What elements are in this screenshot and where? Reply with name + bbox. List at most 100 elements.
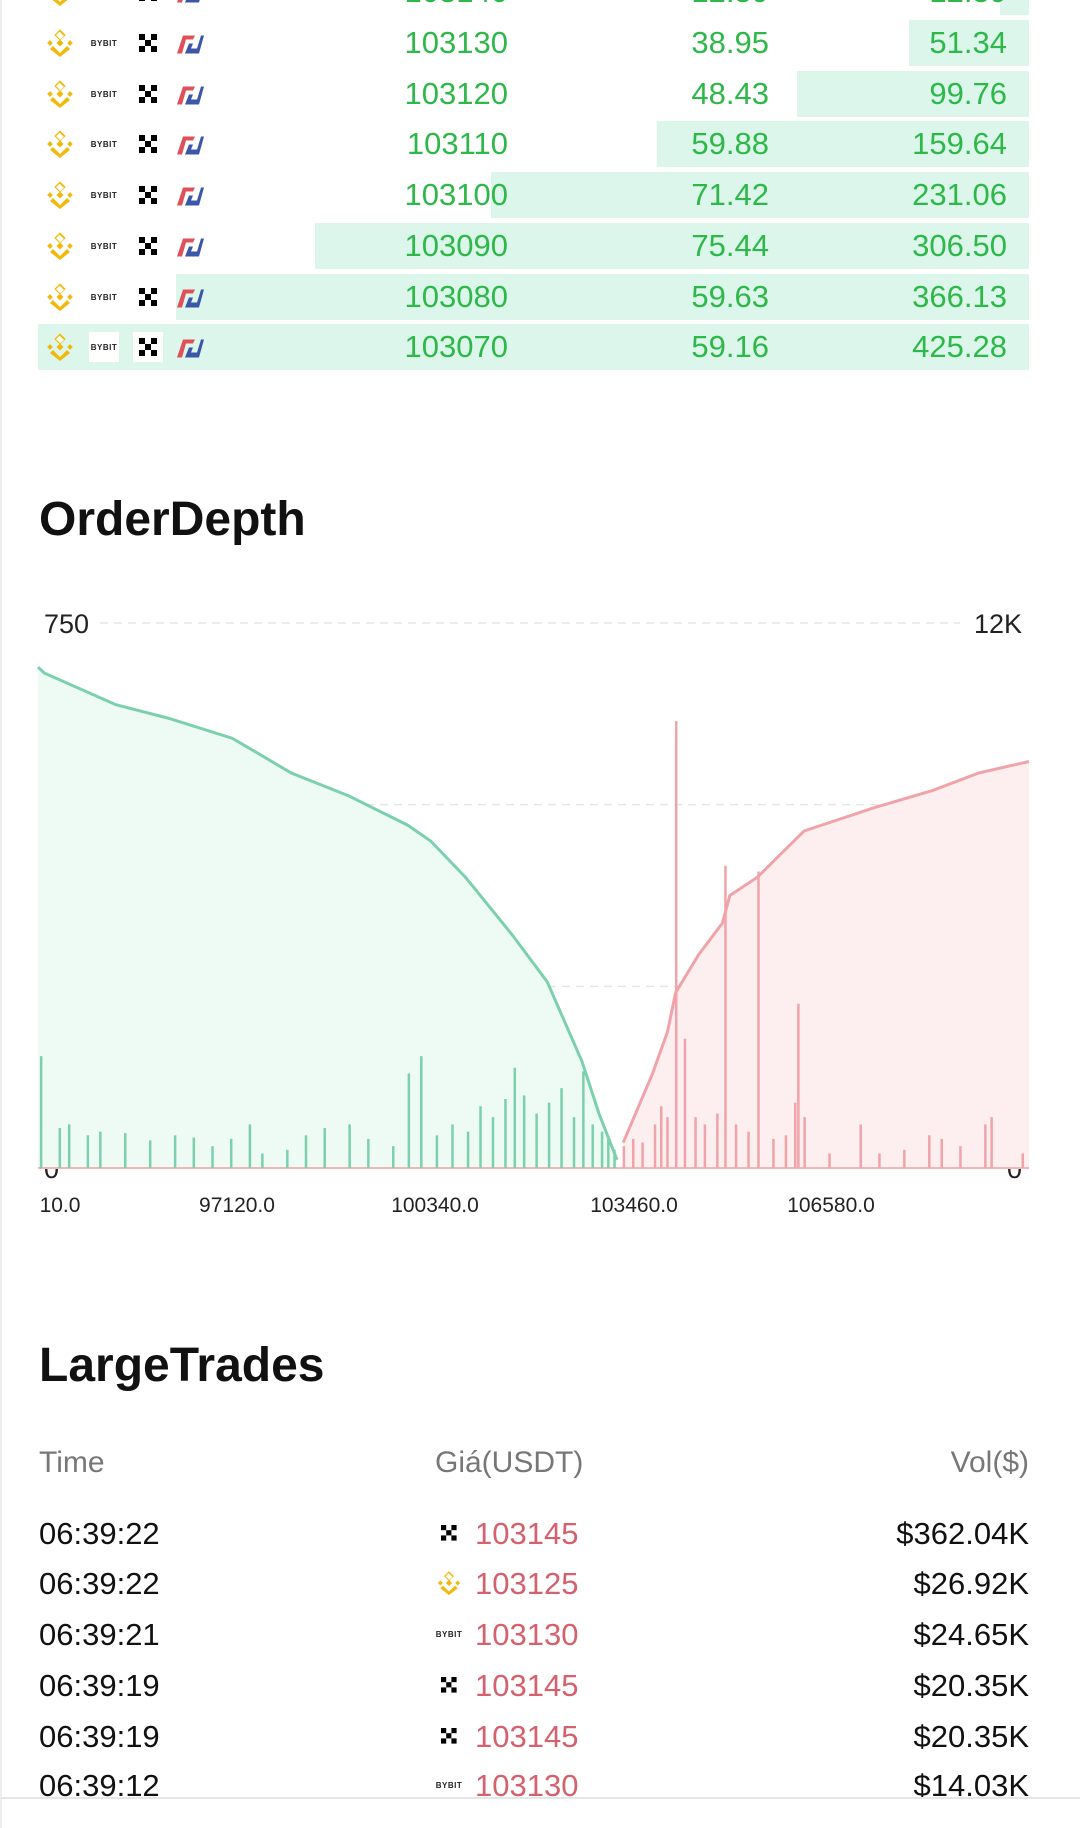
- trade-row[interactable]: 06:39:21 BYBIT 103130 $24.65K: [0, 1617, 1080, 1657]
- trade-row[interactable]: 06:39:22 103125 $26.92K: [0, 1566, 1080, 1606]
- depth-bar: [175, 274, 1029, 320]
- orderbook-row[interactable]: BYBIT 103110 59.88 159.64: [0, 121, 1080, 167]
- slash-exchange-icon: [175, 180, 205, 210]
- okx-icon: [133, 231, 163, 261]
- depth-bar: [999, 0, 1029, 15]
- price: 103130: [404, 25, 508, 60]
- okx-icon: [133, 0, 163, 7]
- okx-icon: [133, 28, 163, 58]
- x-tick: 100340.0: [391, 1194, 479, 1217]
- depth-bar: [314, 223, 1029, 269]
- slash-exchange-icon: [175, 231, 205, 261]
- trade-price: 103145: [475, 1719, 579, 1754]
- header-vol: Vol($): [950, 1446, 1029, 1479]
- okx-icon: [133, 129, 163, 159]
- price: 103070: [404, 329, 508, 364]
- binance-icon: [45, 282, 75, 312]
- amount: 59.88: [691, 126, 769, 161]
- bybit-icon: BYBIT: [435, 1629, 463, 1639]
- trade-vol: $362.04K: [896, 1516, 1029, 1551]
- cumulative: 99.76: [929, 76, 1007, 111]
- price: 103080: [404, 279, 508, 314]
- trade-time: 06:39:19: [39, 1668, 160, 1703]
- slash-exchange-icon: [175, 129, 205, 159]
- trade-row[interactable]: 06:39:22 103145 $362.04K: [0, 1516, 1080, 1556]
- large-trades-title: LargeTrades: [39, 1339, 325, 1392]
- binance-icon: [45, 231, 75, 261]
- cumulative: 159.64: [912, 126, 1007, 161]
- slash-exchange-icon: [175, 28, 205, 58]
- amount: 38.95: [691, 25, 769, 60]
- bybit-icon: BYBIT: [90, 190, 118, 200]
- amount: 71.42: [691, 177, 769, 212]
- cumulative: 425.28: [912, 329, 1007, 364]
- trade-row[interactable]: 06:39:12 BYBIT 103130 $14.03K: [0, 1768, 1080, 1808]
- trade-row[interactable]: 06:39:19 103145 $20.35K: [0, 1719, 1080, 1759]
- slash-exchange-icon: [175, 282, 205, 312]
- price: 103100: [404, 177, 508, 212]
- price: 103110: [406, 126, 508, 161]
- binance-icon: [45, 79, 75, 109]
- orderbook-row[interactable]: BYBIT 103100 71.42 231.06: [0, 172, 1080, 218]
- bybit-icon: BYBIT: [90, 38, 118, 48]
- binance-icon: [45, 332, 75, 362]
- trade-vol: $24.65K: [913, 1617, 1030, 1652]
- amount: 59.63: [691, 279, 769, 314]
- price: 103090: [404, 228, 508, 263]
- okx-icon: [133, 282, 163, 312]
- amount: 75.44: [691, 228, 769, 263]
- cumulative: 12.59: [929, 0, 1007, 9]
- binance-icon: [45, 180, 75, 210]
- order-depth-title: OrderDepth: [39, 493, 306, 546]
- binance-icon: [45, 0, 75, 7]
- bybit-icon: BYBIT: [90, 89, 118, 99]
- okx-icon: [436, 1723, 462, 1749]
- binance-icon: [45, 129, 75, 159]
- bid-depth-line: [36, 665, 619, 1161]
- trade-time: 06:39:19: [39, 1719, 160, 1754]
- okx-icon: [436, 1520, 462, 1546]
- page-edge: [0, 0, 2, 1828]
- bybit-icon: BYBIT: [90, 139, 118, 149]
- slash-exchange-icon: [175, 0, 205, 7]
- bybit-icon: BYBIT: [435, 1780, 463, 1790]
- depth-bar: [909, 20, 1029, 66]
- cumulative: 306.50: [912, 228, 1007, 263]
- x-tick: 106580.0: [787, 1194, 875, 1217]
- bybit-icon: BYBIT: [90, 241, 118, 251]
- y-right-tick: 12K: [974, 609, 1022, 639]
- trade-row[interactable]: 06:39:19 103145 $20.35K: [0, 1668, 1080, 1708]
- okx-icon: [436, 1672, 462, 1698]
- y-left-tick: 750: [44, 609, 89, 639]
- trade-vol: $20.35K: [913, 1668, 1030, 1703]
- bybit-icon: BYBIT: [90, 292, 118, 302]
- order-depth-chart: 002504K5008K75012K10.097120.0100340.0103…: [36, 609, 1030, 1217]
- x-tick: 97120.0: [199, 1194, 275, 1217]
- header-time: Time: [39, 1446, 105, 1479]
- depth-bar: [796, 71, 1029, 117]
- slash-exchange-icon: [175, 79, 205, 109]
- slash-exchange-icon: [175, 332, 205, 362]
- orderbook-row[interactable]: BYBIT 103080 59.63 366.13: [0, 274, 1080, 320]
- trade-time: 06:39:22: [39, 1516, 160, 1551]
- depth-bar: [490, 172, 1029, 218]
- ask-depth-line: [621, 760, 1030, 1144]
- trade-price: 103125: [475, 1566, 579, 1601]
- price: 103140: [405, 0, 508, 9]
- amount: 48.43: [691, 76, 769, 111]
- trade-vol: $26.92K: [913, 1566, 1030, 1601]
- orderbook-row[interactable]: BYBIT 103130 38.95 51.34: [0, 20, 1080, 66]
- x-tick: 10.0: [40, 1194, 81, 1217]
- trade-time: 06:39:22: [39, 1566, 160, 1601]
- amount: 59.16: [691, 329, 769, 364]
- binance-icon: [436, 1570, 462, 1596]
- orderbook-row[interactable]: BYBIT 103120 48.43 99.76: [0, 71, 1080, 117]
- bybit-icon: BYBIT: [89, 0, 119, 7]
- orderbook-row[interactable]: BYBIT 103070 59.16 425.28: [0, 324, 1080, 370]
- bybit-icon: BYBIT: [89, 332, 119, 362]
- trade-price: 103130: [475, 1617, 579, 1652]
- orderbook-row[interactable]: BYBIT 103090 75.44 306.50: [0, 223, 1080, 269]
- okx-icon: [133, 180, 163, 210]
- orderbook-row[interactable]: BYBIT 103140 12.59 12.59: [0, 0, 1080, 15]
- okx-icon: [133, 332, 163, 362]
